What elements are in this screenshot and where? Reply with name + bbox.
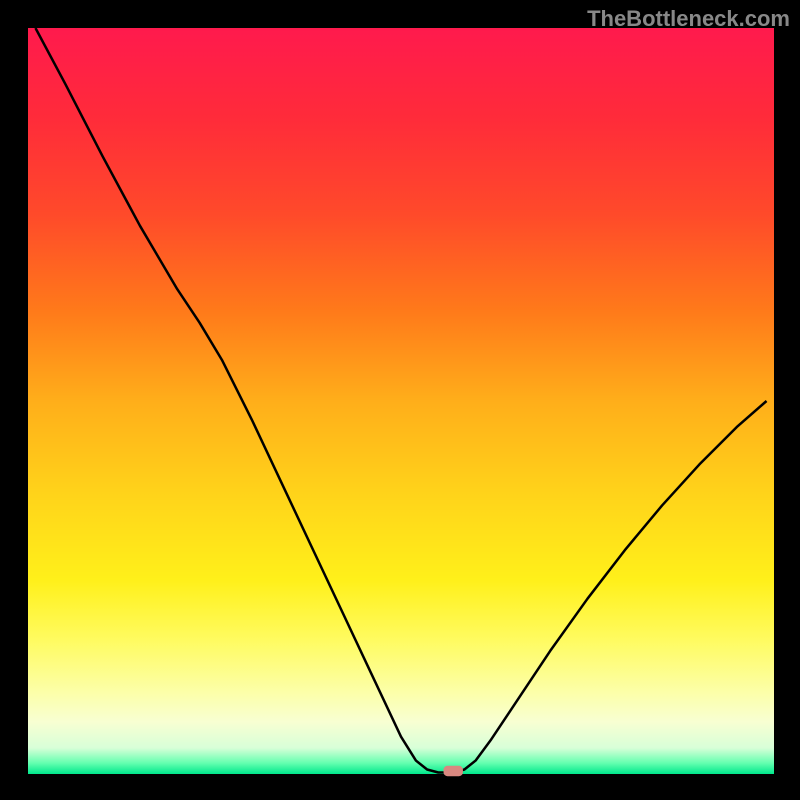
gradient-plot-area (28, 28, 774, 774)
optimal-point-marker (444, 766, 463, 776)
chart-container: TheBottleneck.com (0, 0, 800, 800)
bottleneck-curve-chart (0, 0, 800, 800)
attribution-label: TheBottleneck.com (587, 6, 790, 32)
